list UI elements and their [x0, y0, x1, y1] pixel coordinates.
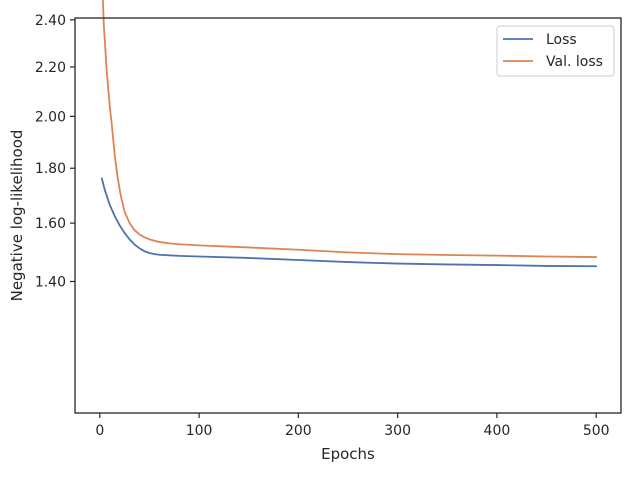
- legend: Loss Val. loss: [496, 25, 615, 77]
- series-line-loss: [100, 177, 598, 268]
- x-tick-label: 300: [384, 423, 411, 439]
- y-axis-ticks: 1.401.601.802.002.202.402.60: [35, 13, 75, 291]
- plot-area: [74, 0, 622, 414]
- x-tick-label: 100: [186, 423, 213, 439]
- y-tick-label: 1.60: [35, 216, 66, 232]
- y-tick-label: 2.20: [35, 60, 66, 76]
- y-tick-label: 2.40: [35, 13, 66, 29]
- y-tick-label: 1.80: [35, 161, 66, 177]
- x-tick-label: 0: [95, 423, 104, 439]
- y-axis-label: Negative log-likelihood: [8, 130, 26, 302]
- plot-frame: [74, 17, 622, 414]
- x-tick-label: 200: [285, 423, 312, 439]
- x-axis-ticks: 0 100 200 300 400 500: [95, 413, 610, 439]
- legend-label: Loss: [546, 32, 577, 48]
- legend-label: Val. loss: [546, 54, 603, 70]
- x-tick-label: 500: [583, 423, 610, 439]
- x-tick-label: 400: [484, 423, 511, 439]
- series-line-val-loss: [101, 0, 598, 258]
- y-tick-label: 2.00: [35, 109, 66, 125]
- y-tick-label: 1.40: [35, 275, 66, 291]
- x-axis-label: Epochs: [321, 445, 375, 463]
